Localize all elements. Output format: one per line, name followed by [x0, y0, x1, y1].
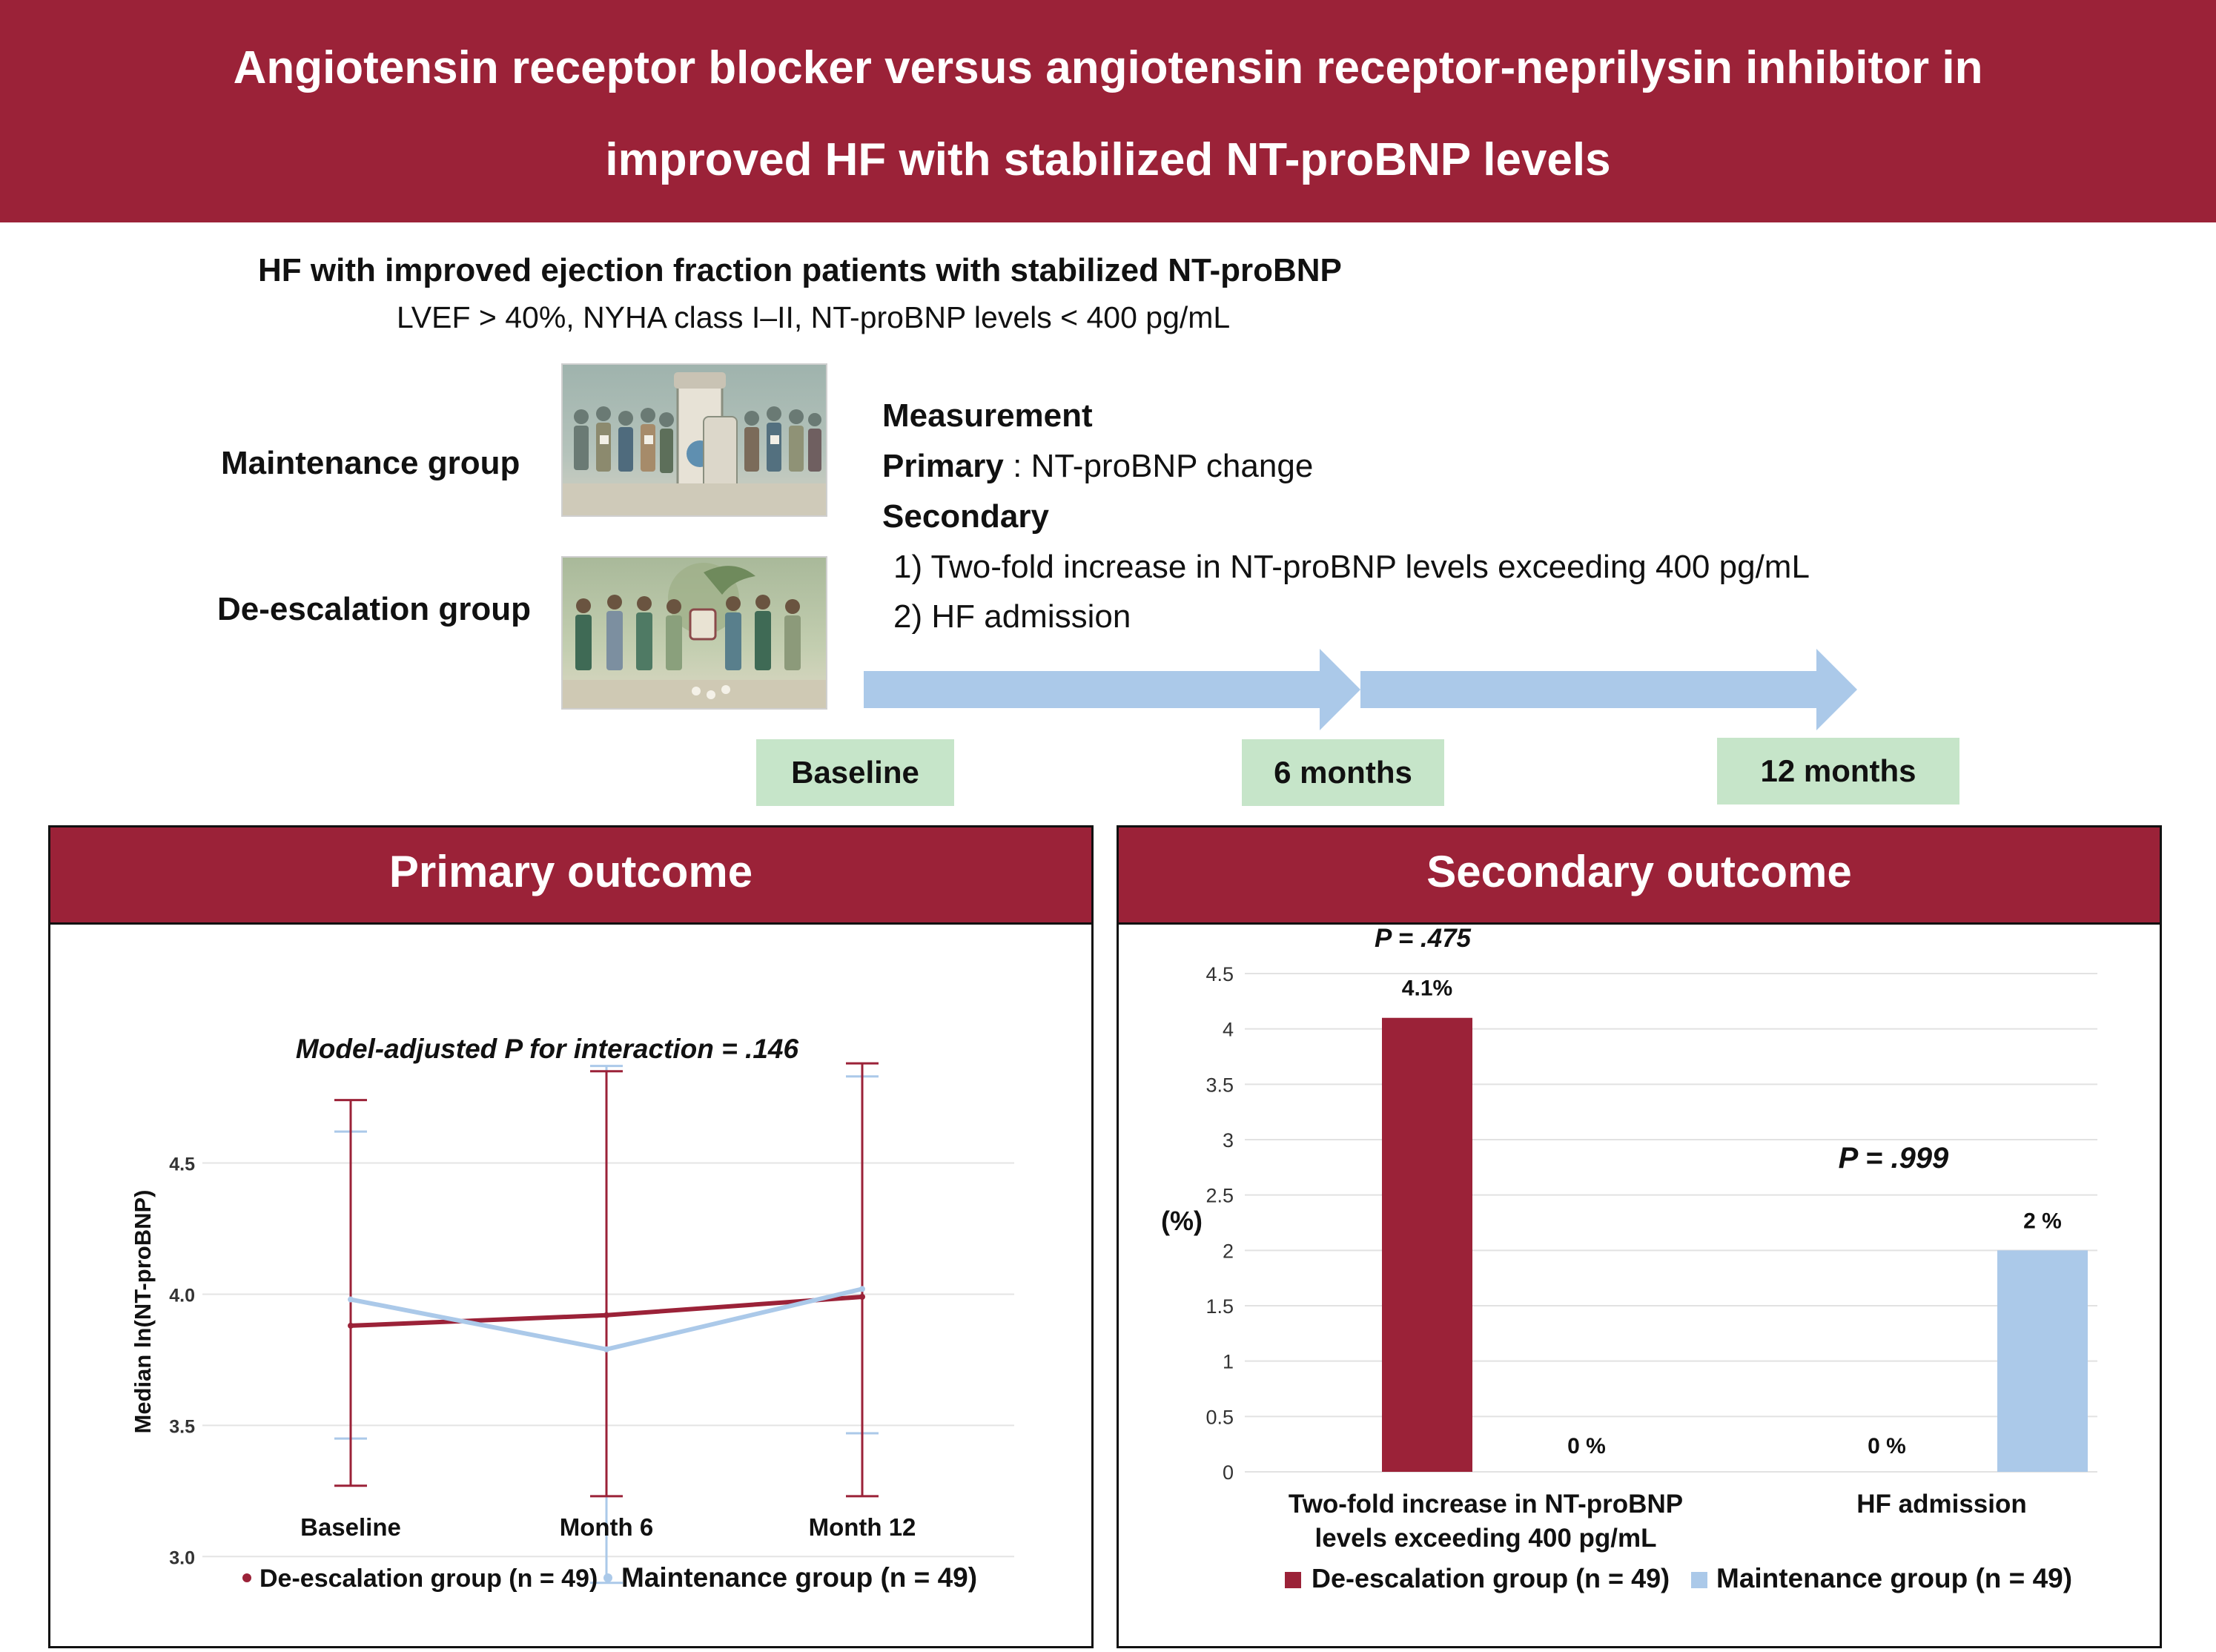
- population-title: HF with improved ejection fraction patie…: [258, 252, 1342, 288]
- legend-marker-deescalation: [242, 1573, 251, 1582]
- primary-outcome-panel: Primary outcome Model-adjusted P for int…: [48, 825, 1094, 1648]
- y-tick-label: 3: [1223, 1129, 1234, 1152]
- x-tick-label: Month 6: [560, 1513, 653, 1541]
- y-tick-label: 2.5: [1205, 1185, 1234, 1207]
- measurement-heading: Measurement: [882, 397, 1093, 434]
- title-banner: Angiotensin receptor blocker versus angi…: [0, 0, 2216, 222]
- bar: [1382, 1017, 1472, 1472]
- y-tick-label: 4.0: [169, 1285, 195, 1306]
- x-tick-label: HF admission: [1856, 1490, 2026, 1519]
- y-tick-label: 4.5: [169, 1154, 195, 1175]
- secondary-outcome-header: Secondary outcome: [1119, 827, 2160, 925]
- data-point: [348, 1322, 354, 1329]
- data-point: [603, 1346, 609, 1352]
- secondary-outcome-chart: P = .475 P = .999 (%) 0 0.5 1 1.5 2 2.5 3 3.5 4 4…: [1161, 924, 2097, 1593]
- y-tick-label: 3.5: [1205, 1074, 1234, 1096]
- y-tick-label: 4.5: [1205, 963, 1234, 985]
- y-tick-label: 0: [1223, 1461, 1234, 1484]
- data-point: [348, 1296, 354, 1303]
- timeline-arrow-second: [1360, 649, 1857, 730]
- primary-measurement: Primary : NT-proBNP change: [882, 448, 1313, 485]
- data-point: [859, 1286, 865, 1292]
- bar-data-label: 4.1%: [1402, 977, 1452, 1001]
- x-tick-label: Two-fold increase in NT-proBNP: [1289, 1490, 1683, 1519]
- bar: [1997, 1250, 2088, 1472]
- timeline-arrows: [864, 649, 1857, 730]
- secondary-measurement-item-2: 2) HF admission: [893, 598, 1131, 635]
- timeline-12-months: 12 months: [1717, 738, 1959, 804]
- secondary-measurement-item-1: 1) Two-fold increase in NT-proBNP levels…: [893, 549, 1810, 585]
- primary-legend: De-escalation group (n = 49) Maintenance…: [242, 1562, 977, 1593]
- banner-title-line-2: improved HF with stabilized NT-proBNP le…: [605, 134, 1611, 185]
- bar-data-label: 2 %: [2023, 1209, 2062, 1233]
- interaction-p-annotation: Model-adjusted P for interaction = .146: [296, 1034, 799, 1064]
- timeline-6-months: 6 months: [1242, 739, 1444, 806]
- data-point: [603, 1312, 609, 1318]
- inclusion-criteria: LVEF > 40%, NYHA class I–II, NT-proBNP l…: [397, 300, 1231, 334]
- secondary-measurement-label: Secondary: [882, 498, 1049, 535]
- data-point: [859, 1294, 865, 1300]
- primary-outcome-header: Primary outcome: [50, 827, 1091, 925]
- secondary-legend: De-escalation group (n = 49) Maintenance…: [1285, 1563, 2072, 1593]
- timeline-arrow-first: [864, 649, 1360, 730]
- x-tick-label: Baseline: [300, 1513, 401, 1541]
- primary-measurement-text: : NT-proBNP change: [1003, 448, 1314, 484]
- y-tick-label: 4: [1223, 1019, 1234, 1041]
- deescalation-group-illustration: [561, 556, 827, 710]
- bar-data-label: 0 %: [1868, 1434, 1906, 1458]
- primary-outcome-chart: Model-adjusted P for interaction = .146 …: [130, 1034, 1014, 1593]
- legend-deescalation: De-escalation group (n = 49): [259, 1565, 598, 1593]
- legend-deescalation: De-escalation group (n = 49): [1312, 1563, 1670, 1593]
- x-tick-label: levels exceeding 400 pg/mL: [1314, 1524, 1656, 1553]
- y-axis-label: Median ln(NT-proBNP): [130, 1190, 156, 1434]
- banner-title-line-1: Angiotensin receptor blocker versus angi…: [233, 42, 1983, 93]
- legend-maintenance: Maintenance group (n = 49): [1716, 1563, 2072, 1593]
- bar-data-label: 0 %: [1567, 1434, 1606, 1458]
- y-tick-label: 0.5: [1205, 1406, 1234, 1428]
- legend-swatch-deescalation: [1285, 1572, 1301, 1588]
- y-tick-label: 2: [1223, 1240, 1234, 1262]
- x-tick-label: Month 12: [809, 1513, 916, 1541]
- legend-swatch-maintenance: [1691, 1572, 1707, 1588]
- y-tick-label: 3.0: [169, 1547, 195, 1568]
- maintenance-group-label: Maintenance group: [221, 445, 520, 481]
- maintenance-group-illustration: [561, 363, 827, 517]
- y-axis-label: (%): [1161, 1206, 1203, 1236]
- legend-maintenance: Maintenance group (n = 49): [621, 1562, 977, 1593]
- y-tick-label: 1.5: [1205, 1295, 1234, 1318]
- secondary-outcome-panel: Secondary outcome P = .475 P = .999 (%) …: [1117, 825, 2162, 1648]
- y-tick-label: 1: [1223, 1351, 1234, 1373]
- timeline-baseline: Baseline: [756, 739, 954, 806]
- legend-marker-maintenance: [603, 1573, 612, 1582]
- p-value-hf-admission: P = .999: [1839, 1142, 1949, 1174]
- y-tick-label: 3.5: [169, 1416, 195, 1437]
- p-value-twofold: P = .475: [1375, 925, 1472, 953]
- primary-measurement-label: Primary: [882, 448, 1004, 484]
- deescalation-group-label: De-escalation group: [217, 591, 531, 627]
